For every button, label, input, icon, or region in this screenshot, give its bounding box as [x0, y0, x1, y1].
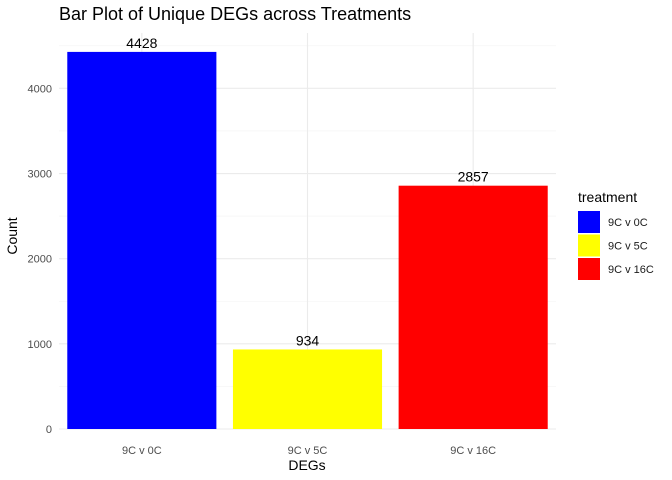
data-labels: 4428 934 2857	[126, 35, 489, 349]
legend-label: 9C v 16C	[608, 264, 654, 276]
y-tick-label: 1000	[28, 339, 52, 351]
y-axis-ticks: 0 1000 2000 3000 4000	[28, 83, 52, 436]
legend-title: treatment	[578, 189, 637, 205]
y-tick-label: 0	[46, 424, 52, 436]
x-tick-label: 9C v 16C	[450, 445, 496, 457]
data-label: 934	[296, 332, 320, 348]
x-tick-label: 9C v 0C	[122, 445, 162, 457]
legend-swatch	[578, 234, 600, 257]
y-tick-label: 4000	[28, 83, 52, 95]
x-tick-label: 9C v 5C	[288, 445, 328, 457]
y-tick-label: 3000	[28, 169, 52, 181]
bars	[67, 51, 548, 429]
bar	[67, 51, 217, 429]
x-axis-ticks: 9C v 0C 9C v 5C 9C v 16C	[122, 445, 496, 457]
bar	[232, 349, 383, 429]
data-label: 2857	[458, 169, 489, 185]
x-axis-title: DEGs	[288, 457, 325, 473]
bar	[398, 185, 548, 429]
y-tick-label: 2000	[28, 254, 52, 266]
data-label: 4428	[126, 35, 157, 51]
legend-label: 9C v 5C	[608, 241, 648, 253]
chart-title: Bar Plot of Unique DEGs across Treatment…	[59, 4, 411, 24]
legend-swatch	[578, 211, 600, 233]
legend: treatment 9C v 0C 9C v 5C 9C v 16C	[578, 189, 654, 280]
legend-label: 9C v 0C	[608, 217, 648, 229]
y-axis-title: Count	[4, 217, 20, 254]
legend-swatch	[578, 258, 600, 280]
